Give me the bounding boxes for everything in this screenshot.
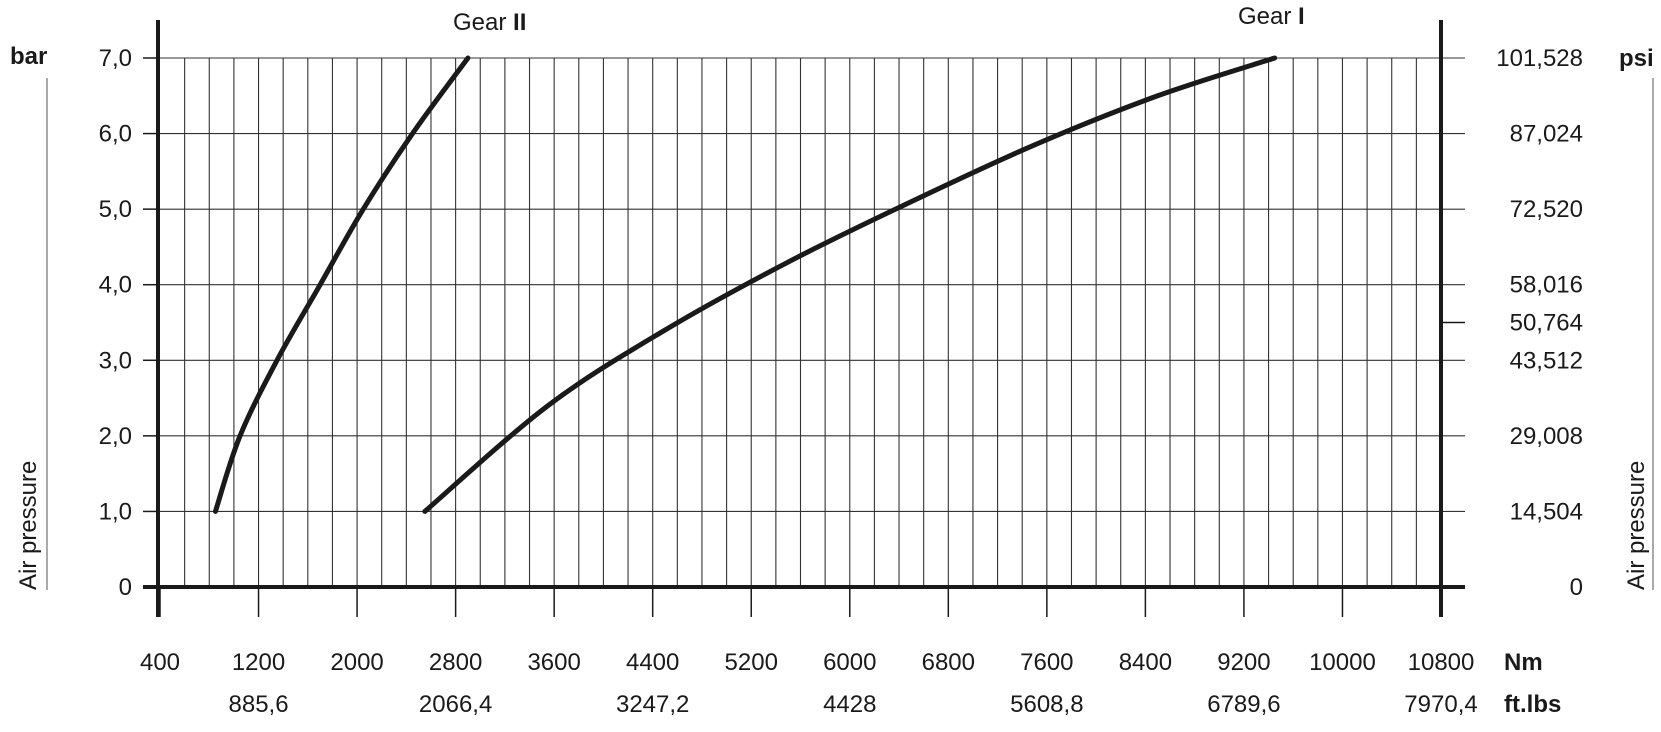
x-unit-label: Nm xyxy=(1504,649,1543,676)
x-tick-label: 5200 xyxy=(725,649,778,676)
x2-tick-label: 5608,8 xyxy=(1010,691,1083,718)
x2-tick-label: 7970,4 xyxy=(1404,691,1477,718)
series-line-gear-ii xyxy=(212,55,471,514)
x-tick-label: 2000 xyxy=(330,649,383,676)
y-unit-label: bar xyxy=(10,43,47,70)
y2-tick-label: 87,024 xyxy=(1510,121,1583,148)
x-tick-label: 10800 xyxy=(1408,649,1475,676)
y2-tick-label: 101,528 xyxy=(1496,45,1583,72)
x2-tick-label: 4428 xyxy=(823,691,876,718)
y-tick-label: 2,0 xyxy=(99,423,132,450)
y2-tick-label: 43,512 xyxy=(1510,347,1583,374)
y2-tick-label: 29,008 xyxy=(1510,423,1583,450)
y-tick-label: 1,0 xyxy=(99,498,132,525)
y-tick-label: 5,0 xyxy=(99,196,132,223)
y2-axis-title: Air pressure xyxy=(1623,461,1650,590)
labels: 0 1,0 2,0 3,0 4,0 5,0 6,0 7,0 0 14,504 29,008 43,51… xyxy=(10,3,1654,718)
y-tick-label: 7,0 xyxy=(99,45,132,72)
x2-tick-label: 6789,6 xyxy=(1207,691,1280,718)
y2-tick-label: 50,764 xyxy=(1510,310,1583,337)
y-axis-title: Air pressure xyxy=(15,461,42,590)
grid xyxy=(158,57,1465,587)
y2-tick-label: 58,016 xyxy=(1510,272,1583,299)
y-tick-label: 6,0 xyxy=(99,121,132,148)
x-tick-label: 8400 xyxy=(1119,649,1172,676)
x-tick-label: 9200 xyxy=(1217,649,1270,676)
x-tick-label: 400 xyxy=(140,649,180,676)
x-tick-label: 4400 xyxy=(626,649,679,676)
y-tick-label: 4,0 xyxy=(99,272,132,299)
x2-tick-label: 885,6 xyxy=(229,691,289,718)
y2-unit-label: psi xyxy=(1619,45,1654,72)
y-tick-label: 3,0 xyxy=(99,347,132,374)
series-label-gear-ii: Gear II xyxy=(453,9,526,36)
series-label-gear-i: Gear I xyxy=(1238,3,1305,30)
x-tick-label: 1200 xyxy=(232,649,285,676)
x-tick-label: 3600 xyxy=(527,649,580,676)
y2-tick-label: 0 xyxy=(1570,574,1583,601)
y2-tick-label: 14,504 xyxy=(1510,498,1583,525)
series xyxy=(212,55,1278,514)
x2-unit-label: ft.lbs xyxy=(1504,691,1561,718)
x-tick-label: 6000 xyxy=(823,649,876,676)
x2-tick-label: 2066,4 xyxy=(419,691,492,718)
y-tick-label: 0 xyxy=(119,574,132,601)
x-tick-label: 6800 xyxy=(922,649,975,676)
x2-tick-label: 3247,2 xyxy=(616,691,689,718)
x-tick-label: 2800 xyxy=(429,649,482,676)
x-tick-label: 10000 xyxy=(1309,649,1376,676)
axes xyxy=(46,20,1654,617)
y2-tick-label: 72,520 xyxy=(1510,196,1583,223)
x-tick-label: 7600 xyxy=(1020,649,1073,676)
series-line-gear-i xyxy=(422,55,1278,514)
